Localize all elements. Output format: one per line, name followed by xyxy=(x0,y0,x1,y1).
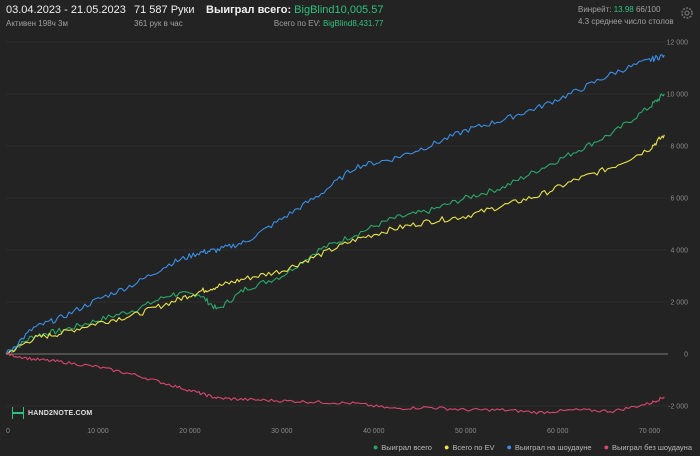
x-tick-label: 30 000 xyxy=(271,428,293,435)
gear-icon[interactable] xyxy=(680,6,694,20)
x-tick-label: 20 000 xyxy=(179,428,201,435)
chart-grid xyxy=(6,41,668,407)
series-line-1 xyxy=(5,134,665,355)
x-tick-label: 70 000 xyxy=(639,428,661,435)
series-line-2 xyxy=(5,54,665,355)
chart-legend: ● Выиграл всего ● Всего по EV ● Выиграл на … xyxy=(373,442,692,452)
hands-block: 71 587 Руки 361 рук в час xyxy=(134,4,195,28)
y-tick-label: 6 000 xyxy=(670,196,688,203)
legend-dot-icon: ● xyxy=(603,442,609,452)
series-line-0 xyxy=(5,93,665,355)
y-axis-ticks: 12 000 10 000 8 000 6 000 4 000 2 000 0 -2 000 xyxy=(667,40,689,411)
winrate-label: Винрейт: xyxy=(578,5,612,14)
x-tick-label: 10 000 xyxy=(87,428,109,435)
winrate-value: 13.98 xyxy=(613,5,634,14)
x-tick-label: 50 000 xyxy=(455,428,477,435)
logo-text: HAND2NOTE.COM xyxy=(28,409,93,417)
winrate-line: Винрейт: 13.98 66/100 xyxy=(578,5,674,14)
hand2note-logo: HAND2NOTE.COM xyxy=(12,407,92,419)
hands-count: 71 587 Руки xyxy=(134,4,195,16)
y-tick-label: 0 xyxy=(684,352,688,359)
legend-item-ev[interactable]: ● Всего по EV xyxy=(443,442,495,452)
logo-icon xyxy=(12,407,24,419)
x-tick-label: 60 000 xyxy=(547,428,569,435)
y-tick-label: 8 000 xyxy=(670,144,688,151)
avg-tables: 4.3 среднее число столов xyxy=(578,17,674,26)
date-range-block: 03.04.2023 - 21.05.2023 Активен 198ч 3м xyxy=(6,4,126,28)
stats-header: 03.04.2023 - 21.05.2023 Активен 198ч 3м … xyxy=(0,0,700,30)
winrate-block: Винрейт: 13.98 66/100 4.3 среднее число … xyxy=(578,5,674,26)
x-tick-label: 40 000 xyxy=(363,428,385,435)
y-tick-label: 4 000 xyxy=(670,248,688,255)
ev-total-value: BigBlind8,431.77 xyxy=(322,19,384,28)
series-line-3 xyxy=(5,352,665,415)
chart-lines xyxy=(5,54,665,415)
legend-dot-icon: ● xyxy=(506,442,512,452)
x-tick-label: 0 xyxy=(6,428,10,435)
legend-item-won-total[interactable]: ● Выиграл всего xyxy=(372,442,432,452)
won-total-label: Выиграл всего: xyxy=(206,4,292,16)
y-tick-label: -2 000 xyxy=(668,404,688,411)
legend-dot-icon: ● xyxy=(372,442,379,452)
x-axis-ticks: 0 10 000 20 000 30 000 40 000 50 000 60 000 70 … xyxy=(6,428,660,435)
won-total-value: BigBlind10,005.57 xyxy=(294,4,384,16)
legend-dot-icon: ● xyxy=(443,442,450,452)
y-tick-label: 10 000 xyxy=(667,92,689,99)
ev-total-label: Всего по EV: xyxy=(273,19,321,28)
active-time: Активен 198ч 3м xyxy=(6,19,68,28)
y-tick-label: 12 000 xyxy=(667,40,689,47)
legend-item-non-showdown[interactable]: ● Выиграл без шоудауна xyxy=(603,442,692,452)
y-tick-label: 2 000 xyxy=(670,300,688,307)
legend-item-showdown[interactable]: ● Выиграл на шоудауне xyxy=(506,442,592,452)
hands-per-hour: 361 рук в час xyxy=(134,19,183,28)
date-range[interactable]: 03.04.2023 - 21.05.2023 xyxy=(6,4,126,16)
winrate-extra: 66/100 xyxy=(635,5,661,14)
ev-total-line: Всего по EV: BigBlind8,431.77 xyxy=(206,19,384,28)
won-total-line: Выиграл всего: BigBlind10,005.57 xyxy=(206,4,383,16)
winnings-block: Выиграл всего: BigBlind10,005.57 Всего п… xyxy=(206,4,383,28)
